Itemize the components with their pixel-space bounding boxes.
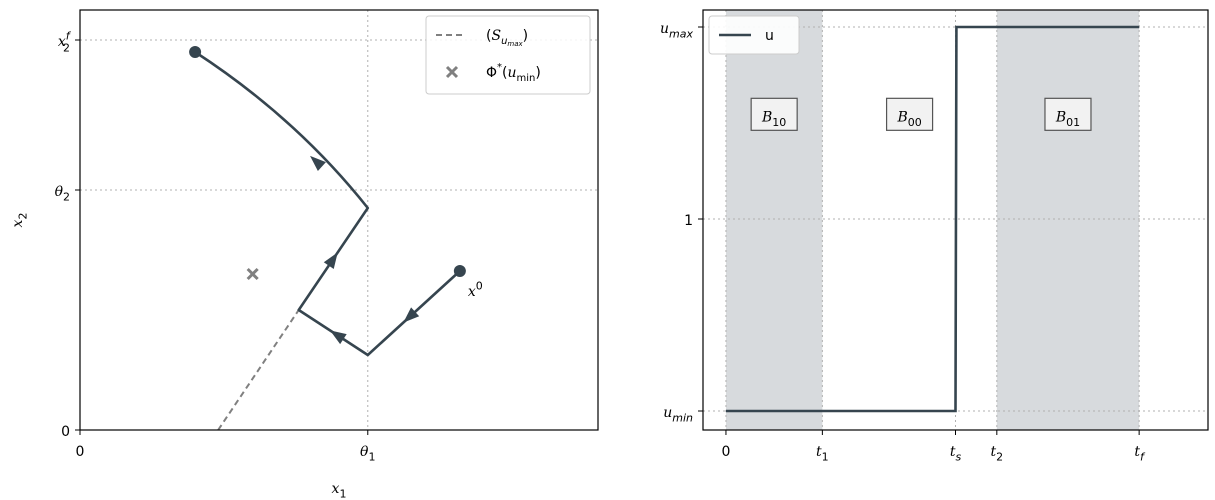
phi-star-marker [246,267,259,281]
right-ytick-label-2: umax [660,21,693,41]
right-xtick-label-3: t2 [990,444,1003,464]
right-legend-box [708,15,800,55]
left-y-axis-label: x2 [10,213,30,228]
left-xtick-label-0: 0 [76,444,85,460]
region-label-0: B10 [761,109,786,129]
trajectory-line [194,50,461,357]
right-xtick-label-1: t1 [816,444,829,464]
trajectory-arrow-4 [310,155,326,172]
right-xtick-label-2: ts [950,444,962,464]
trajectory-arrow-2 [329,330,347,345]
right-xtick-label-4: tf [1134,444,1146,464]
control-u-line [725,25,1140,413]
legend-switching-curve-label: (Sumax) [486,28,528,48]
legend-u-label: u [765,28,774,44]
right-xtick-label-0: 0 [721,444,730,460]
trajectory-end-point [189,46,202,58]
legend-x-marker-swatch [445,65,459,79]
left-ytick-label-1: θ2 [55,184,70,204]
left-y-axis-label-group: x2 [10,213,30,228]
region-label-1: B00 [896,109,921,129]
right-ytick-label-1: 1 [684,213,693,229]
left-legend-box [425,15,591,95]
left-ytick-label-2: xf 2 [58,29,72,54]
region-label-2: B01 [1055,109,1080,129]
shaded-region-0 [725,10,823,430]
left-axes-frame [79,9,599,431]
trajectory-start-point [453,265,466,277]
left-ytick-label-0: 0 [61,424,70,440]
switching-curve-dashed-line [217,309,300,431]
trajectory-arrow-3 [323,252,338,269]
left-x-axis-label: x1 [332,481,347,500]
start-point-label: x0 [468,279,483,300]
legend-phi-star-label: Φ*(umin) [486,62,541,84]
shaded-region-1 [996,10,1140,430]
region-label-box-0 [750,97,798,131]
right-ytick-label-0: umin [663,405,693,425]
trajectory-arrow-1 [403,307,420,323]
region-label-box-2 [1044,97,1092,131]
left-xtick-label-1: θ1 [360,444,375,464]
region-label-box-1 [885,97,934,131]
